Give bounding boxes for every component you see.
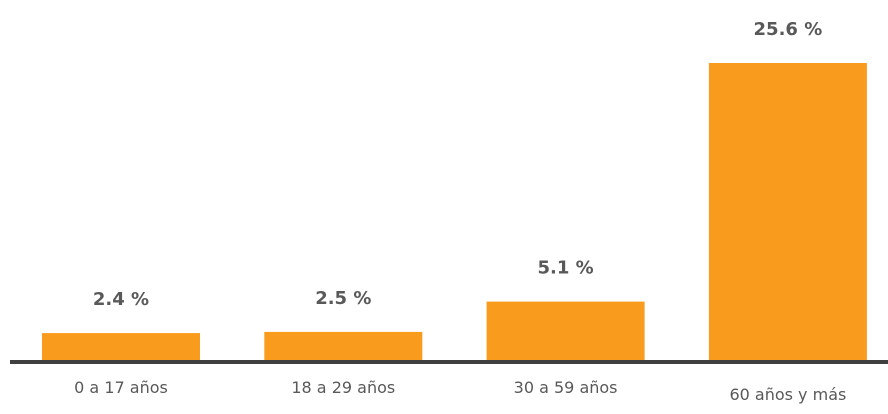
value-label-4: 25.6 %: [754, 19, 823, 40]
value-labels-group: 2.4 % 2.5 % 5.1 % 25.6 %: [93, 19, 822, 310]
bar-2: [264, 331, 423, 361]
value-label-3: 5.1 %: [537, 258, 593, 279]
x-tick-label-1: 0 a 17 años: [74, 378, 168, 397]
bars-group: [42, 63, 867, 361]
value-label-2: 2.5 %: [315, 288, 371, 309]
x-tick-label-4: 60 años y más: [729, 385, 846, 404]
value-label-1: 2.4 %: [93, 289, 149, 310]
bar-1: [42, 333, 200, 361]
x-tick-labels-group: 0 a 17 años 18 a 29 años 30 a 59 años 60 añ…: [74, 378, 846, 404]
bar-4: [708, 63, 867, 361]
x-tick-label-3: 30 a 59 años: [514, 378, 618, 397]
bar-3: [486, 301, 645, 361]
x-tick-label-2: 18 a 29 años: [291, 378, 395, 397]
